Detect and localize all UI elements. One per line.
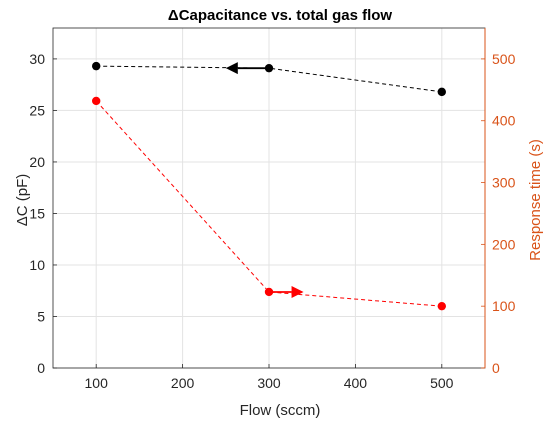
y-left-tick-label: 0 (37, 360, 45, 376)
series-line-capacitance (96, 65, 442, 93)
y-left-tick-label: 25 (29, 102, 45, 118)
data-point (437, 87, 446, 97)
y-axis-label-right: Response time (s) (527, 139, 544, 261)
x-tick-label: 200 (171, 375, 195, 391)
series-line-response-time (95, 100, 442, 307)
x-tick-label: 400 (344, 375, 368, 391)
grid (53, 28, 485, 369)
y-left-tick-label: 20 (29, 154, 45, 170)
data-point (437, 301, 446, 311)
y-right-tick-label: 500 (492, 51, 516, 67)
arrow-right-icon (291, 285, 304, 298)
y-right-tick-label: 200 (492, 236, 516, 252)
y-left-tick-label: 10 (29, 257, 45, 273)
ticks: 100 200 300 400 5000510152025300100200300400… (29, 28, 516, 391)
y-axis-label-left: ΔC (pF) (14, 174, 31, 227)
annotations (225, 62, 304, 298)
chart-title: ΔCapacitance vs. total gas flow (168, 7, 393, 24)
y-right-tick-label: 300 (492, 175, 516, 191)
series (92, 61, 446, 311)
y-right-tick-label: 100 (492, 298, 516, 314)
y-left-tick-label: 5 (37, 308, 45, 324)
x-axis-label: Flow (sccm) (240, 402, 321, 419)
y-right-tick-label: 0 (492, 360, 500, 376)
y-right-tick-label: 400 (492, 113, 516, 129)
data-point (92, 96, 101, 106)
data-point (92, 61, 101, 71)
x-tick-label: 500 (430, 375, 454, 391)
x-tick-label: 100 (85, 375, 109, 391)
arrow-left-icon (225, 62, 238, 75)
y-left-tick-label: 15 (29, 205, 45, 221)
y-left-tick-label: 30 (29, 51, 45, 67)
x-tick-label: 300 (257, 375, 281, 391)
